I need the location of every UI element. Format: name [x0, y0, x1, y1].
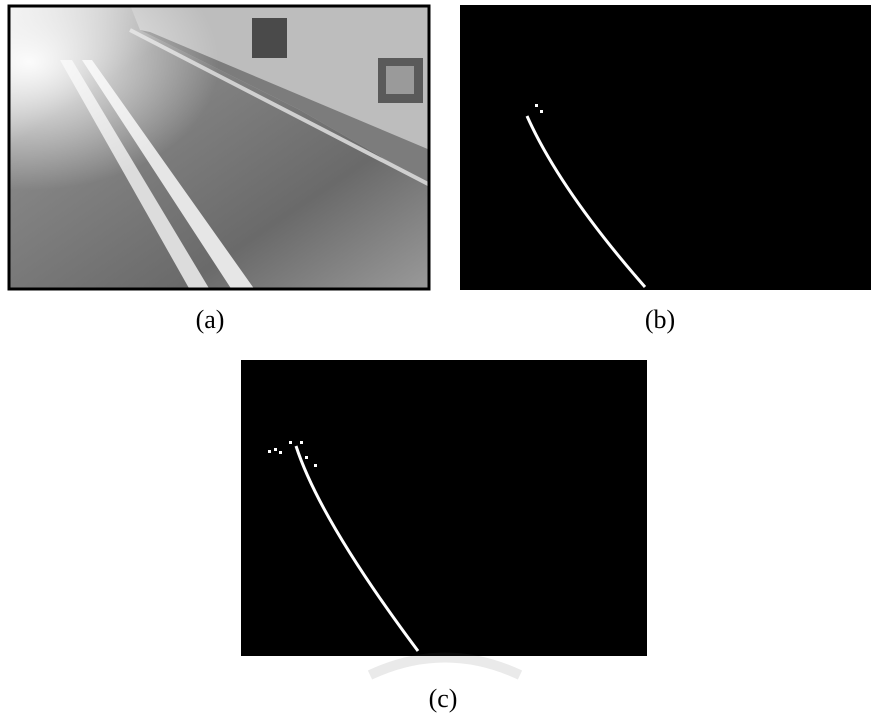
panel-a-label: (a): [196, 305, 225, 334]
panel-b-label: (b): [645, 305, 675, 334]
panel-c-image: [241, 360, 647, 656]
panel-b-image: [460, 5, 871, 290]
figure: (a) (b) (c): [0, 0, 871, 717]
watermark: [370, 658, 520, 676]
page: {"figure": {"panels": [{"label": "(a)"},…: [0, 0, 871, 717]
panel-a-image: [8, 5, 430, 290]
panel-c-label: (c): [429, 684, 458, 713]
